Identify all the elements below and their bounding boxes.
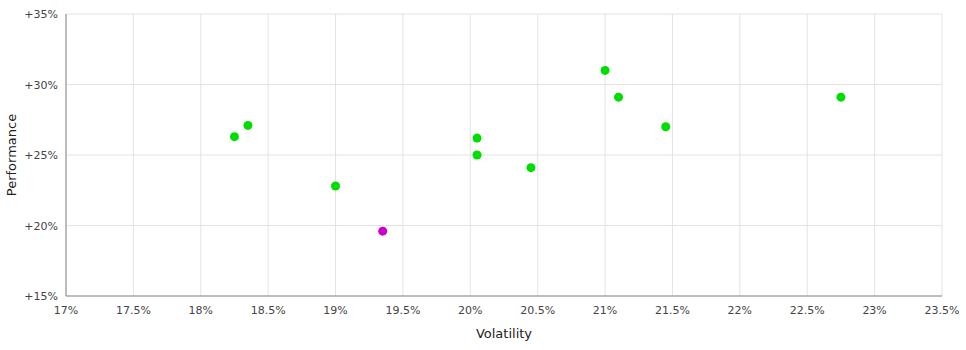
chart-svg: 17% 17.5% 18% 18.5% 19% 19.5% 20% 20.5% 21% 21.5%… xyxy=(0,0,966,350)
x-tick-label: 23.5% xyxy=(925,304,960,317)
x-tick-label: 17% xyxy=(54,304,78,317)
x-tick-label: 23% xyxy=(862,304,886,317)
y-axis-line xyxy=(66,14,67,296)
y-grid-line xyxy=(66,155,942,156)
y-tick-label: +35% xyxy=(24,8,58,21)
scatter-point xyxy=(378,227,387,236)
x-axis-line xyxy=(66,296,942,297)
series xyxy=(378,227,387,236)
x-tick-label: 18% xyxy=(189,304,213,317)
scatter-point xyxy=(473,134,482,143)
scatter-point xyxy=(243,121,252,130)
x-axis-label: Volatility xyxy=(476,326,532,341)
x-tick-label: 19.5% xyxy=(385,304,420,317)
scatter-point xyxy=(331,182,340,191)
plot-background xyxy=(66,14,942,296)
x-tick-label: 20.5% xyxy=(520,304,555,317)
y-tick-label: +20% xyxy=(24,220,58,233)
x-tick-label: 17.5% xyxy=(116,304,151,317)
x-tick-label: 18.5% xyxy=(251,304,286,317)
x-grid-line xyxy=(66,14,67,296)
y-tick-label: +30% xyxy=(24,79,58,92)
x-tick-label: 21.5% xyxy=(655,304,690,317)
y-grid-line xyxy=(66,225,942,226)
y-grid-line xyxy=(66,14,942,15)
scatter-point xyxy=(473,151,482,160)
x-tick-label: 21% xyxy=(593,304,617,317)
scatter-point xyxy=(836,93,845,102)
x-tick-label: 19% xyxy=(323,304,347,317)
marks xyxy=(230,66,845,236)
y-axis-label: Performance xyxy=(4,114,19,196)
scatter-point xyxy=(614,93,623,102)
scatter-point xyxy=(661,122,670,131)
scatter-point xyxy=(230,132,239,141)
y-grid-line xyxy=(66,84,942,85)
chart-container: 17% 17.5% 18% 18.5% 19% 19.5% 20% 20.5% 21% 21.5%… xyxy=(0,0,966,350)
axes: 17% 17.5% 18% 18.5% 19% 19.5% 20% 20.5% 21% 21.5%… xyxy=(24,8,959,317)
x-tick-label: 22% xyxy=(728,304,752,317)
grid xyxy=(66,14,942,296)
y-grid-line xyxy=(66,296,942,297)
x-tick-label: 22.5% xyxy=(790,304,825,317)
y-tick-label: +15% xyxy=(24,290,58,303)
scatter-point xyxy=(601,66,610,75)
y-tick-label: +25% xyxy=(24,149,58,162)
series xyxy=(230,66,845,191)
x-tick-label: 20% xyxy=(458,304,482,317)
scatter-point xyxy=(526,163,535,172)
